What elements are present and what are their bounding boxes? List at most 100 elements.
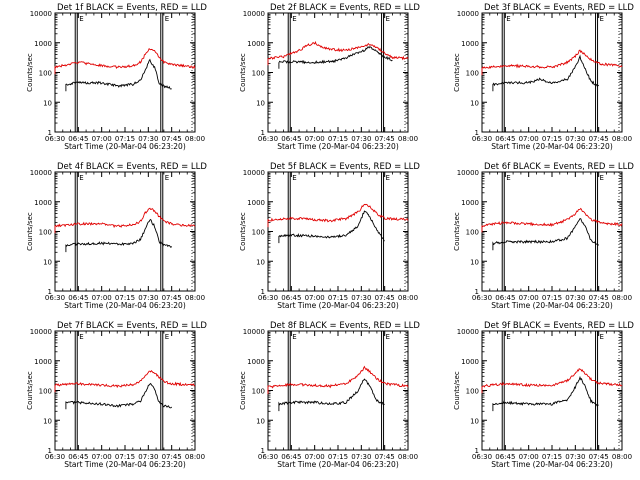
plot-frame	[54, 12, 196, 133]
series-lld-line	[267, 40, 409, 66]
marker-label: E	[506, 174, 510, 182]
y-tick-label: 1000	[34, 358, 52, 366]
x-tick-label: 06:30	[472, 453, 492, 461]
plot-frame	[54, 330, 196, 451]
x-tick-label: 07:15	[115, 453, 135, 461]
x-tick-label: 08:00	[398, 453, 418, 461]
x-tick-label: 07:30	[565, 294, 585, 302]
y-axis-label: Counts/sec	[453, 371, 461, 410]
y-tick-label: 10000	[30, 10, 52, 18]
x-tick-label: 08:00	[612, 453, 632, 461]
x-tick-label: 06:30	[258, 294, 278, 302]
series-lld-line	[267, 365, 409, 395]
x-axis-label: Start Time (20-Mar-04 06:23:20)	[64, 142, 186, 151]
x-tick-label: 06:30	[45, 453, 65, 461]
plot-frame	[267, 12, 409, 133]
marker-label: E	[506, 15, 510, 23]
marker-label: E	[386, 333, 390, 341]
x-axis-label: Start Time (20-Mar-04 06:23:20)	[64, 460, 186, 469]
x-tick-label: 07:30	[138, 453, 158, 461]
detector-panel-4: Det 4f BLACK = Events, RED = LLD 1 10 100 10…	[26, 162, 207, 310]
x-tick-label: 06:45	[495, 453, 515, 461]
y-tick-label: 1000	[34, 199, 52, 207]
y-tick-label: 10000	[30, 328, 52, 336]
panel-title: Det 9f BLACK = Events, RED = LLD	[484, 321, 634, 331]
x-axis-label: Start Time (20-Mar-04 06:23:20)	[64, 301, 186, 310]
series-lld-line	[267, 203, 409, 228]
x-tick-label: 07:15	[328, 135, 348, 143]
x-tick-label: 07:00	[92, 294, 112, 302]
series-events-line	[492, 54, 599, 92]
x-tick-label: 07:30	[351, 135, 371, 143]
panel-title: Det 7f BLACK = Events, RED = LLD	[57, 321, 207, 331]
x-tick-label: 07:00	[92, 135, 112, 143]
series-lld-line	[481, 367, 623, 394]
series-lld-line	[54, 47, 196, 75]
y-tick-label: 1	[48, 129, 52, 137]
marker-label: E	[386, 15, 390, 23]
x-tick-label: 07:45	[375, 453, 395, 461]
x-tick-label: 06:30	[45, 135, 65, 143]
marker-label: E	[600, 174, 604, 182]
series-events-line	[278, 210, 385, 244]
x-axis-label: Start Time (20-Mar-04 06:23:20)	[491, 142, 613, 151]
plot-frame	[267, 171, 409, 292]
x-tick-label: 07:00	[305, 135, 325, 143]
x-tick-label: 08:00	[185, 294, 205, 302]
plot-frame	[481, 12, 623, 133]
y-tick-label: 100	[39, 70, 52, 78]
plot-frame	[481, 171, 623, 292]
y-tick-label: 1	[475, 129, 479, 137]
marker-label: E	[165, 333, 169, 341]
y-tick-label: 1	[261, 129, 265, 137]
marker-label: E	[79, 15, 83, 23]
marker-label: E	[165, 15, 169, 23]
panel-title: Det 1f BLACK = Events, RED = LLD	[57, 3, 207, 13]
plot-frame	[54, 171, 196, 292]
series-events-line	[492, 218, 600, 251]
y-tick-label: 1000	[34, 40, 52, 48]
x-tick-label: 07:00	[92, 453, 112, 461]
y-tick-label: 100	[252, 229, 265, 237]
panel-title: Det 3f BLACK = Events, RED = LLD	[484, 3, 634, 13]
series-events-line	[65, 218, 173, 253]
x-tick-label: 08:00	[612, 294, 632, 302]
x-tick-label: 08:00	[185, 453, 205, 461]
x-axis-label: Start Time (20-Mar-04 06:23:20)	[277, 460, 399, 469]
marker-label: E	[506, 333, 510, 341]
y-tick-label: 100	[39, 229, 52, 237]
y-tick-label: 100	[39, 388, 52, 396]
x-tick-label: 06:30	[472, 135, 492, 143]
y-tick-label: 100	[466, 229, 479, 237]
x-axis-label: Start Time (20-Mar-04 06:23:20)	[277, 301, 399, 310]
y-tick-label: 10	[470, 99, 479, 107]
series-lld-line	[54, 207, 196, 234]
x-tick-label: 06:30	[472, 294, 492, 302]
y-axis-label: Counts/sec	[26, 371, 34, 410]
y-tick-label: 1000	[461, 40, 479, 48]
y-tick-label: 10000	[30, 169, 52, 177]
series-events-line	[65, 58, 172, 92]
y-tick-label: 10	[256, 99, 265, 107]
series-lld-line	[481, 49, 623, 76]
x-tick-label: 07:00	[519, 294, 539, 302]
y-tick-label: 10	[470, 417, 479, 425]
y-tick-label: 10	[43, 258, 52, 266]
x-axis-label: Start Time (20-Mar-04 06:23:20)	[277, 142, 399, 151]
marker-label: E	[165, 174, 169, 182]
x-tick-label: 06:45	[281, 294, 301, 302]
series-events-line	[278, 45, 393, 69]
x-tick-label: 06:30	[258, 453, 278, 461]
detector-panel-1: Det 1f BLACK = Events, RED = LLD 1 10 100 10…	[26, 3, 207, 151]
y-tick-label: 10	[43, 99, 52, 107]
x-tick-label: 07:15	[328, 294, 348, 302]
x-tick-label: 07:45	[589, 294, 609, 302]
y-axis-label: Counts/sec	[26, 53, 34, 92]
y-tick-label: 10000	[457, 169, 479, 177]
y-tick-label: 100	[252, 70, 265, 78]
y-axis-label: Counts/sec	[239, 53, 247, 92]
plot-frame	[267, 330, 409, 451]
marker-label: E	[600, 333, 604, 341]
y-tick-label: 10000	[243, 10, 265, 18]
y-axis-label: Counts/sec	[239, 371, 247, 410]
